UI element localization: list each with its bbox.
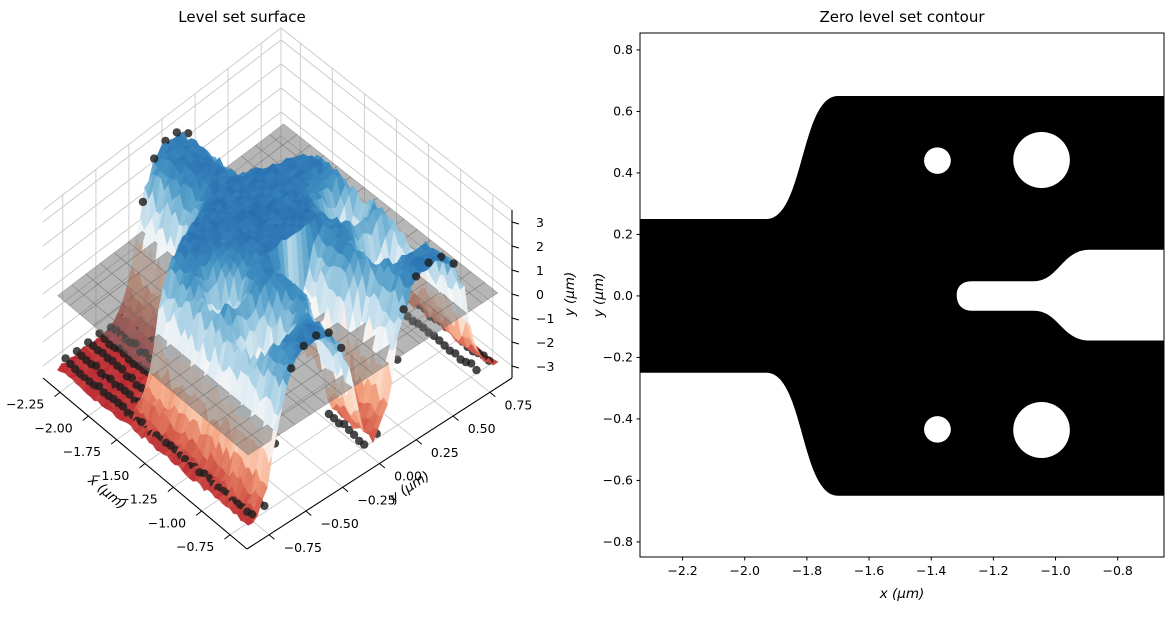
contour-holes <box>924 132 1070 458</box>
z-tick-label: 0 <box>536 287 544 302</box>
x-tick-label: −1.8 <box>792 563 822 578</box>
x-tick-label: −0.75 <box>176 539 214 554</box>
y-axis-label: y (μm) <box>591 273 607 319</box>
y-tick-label: −0.4 <box>603 411 633 426</box>
x-tick-label: −1.25 <box>119 492 157 507</box>
y-tick-label: 0.00 <box>394 469 422 484</box>
contour-fill <box>640 96 1164 496</box>
y-tick-label: −0.75 <box>284 540 322 555</box>
z-tick-label: −1 <box>536 311 554 326</box>
y-tick-label: 0.0 <box>613 288 633 303</box>
z-tick-label: −2 <box>536 335 554 350</box>
y-tick-label: 0.4 <box>613 165 633 180</box>
z-axis-label: y (μm) <box>562 272 578 318</box>
hole <box>924 147 951 174</box>
x-tick-label: −2.00 <box>34 420 72 435</box>
hole <box>1013 401 1070 458</box>
x-axis-ticks: −2.2 −2.0 −1.8 −1.6 −1.4 −1.2 −1.0 −0.8 <box>667 557 1133 578</box>
x-tick-label: −2.0 <box>730 563 760 578</box>
tick-marks-and-labels: −2.25 −2.00 −1.75 −1.50 −1.25 −1.00 −0.75 −0.75… <box>6 215 554 555</box>
x-tick-label: −1.2 <box>978 563 1008 578</box>
z-tick-label: 2 <box>536 239 544 254</box>
x-tick-label: −0.8 <box>1103 563 1133 578</box>
surface-plot-title: Level set surface <box>178 8 306 26</box>
x-tick-label: −1.6 <box>854 563 884 578</box>
contour-plot-title: Zero level set contour <box>819 8 985 26</box>
hole <box>924 416 951 443</box>
x-tick-label: −1.4 <box>916 563 946 578</box>
x-tick-label: −2.2 <box>667 563 697 578</box>
y-tick-label: 0.75 <box>505 397 533 412</box>
zero-contour-plot: −2.2 −2.0 −1.8 −1.6 −1.4 −1.2 −1.0 −0.8 −0.8 −0.6… <box>591 32 1165 602</box>
surface-3d-plot: −2.25 −2.00 −1.75 −1.50 −1.25 −1.00 −0.75 −0.75… <box>6 27 578 555</box>
y-tick-label: −0.2 <box>603 350 633 365</box>
hole <box>1013 132 1070 189</box>
x-tick-label: −2.25 <box>6 397 44 412</box>
y-tick-label: −0.8 <box>603 534 633 549</box>
y-tick-label: −0.25 <box>357 492 395 507</box>
x-tick-label: −1.75 <box>63 444 101 459</box>
z-tick-label: −3 <box>536 359 554 374</box>
y-tick-label: 0.25 <box>431 445 459 460</box>
z-tick-label: 1 <box>536 263 544 278</box>
x-axis-label: x (μm) <box>879 586 925 602</box>
y-axis-ticks: −0.8 −0.6 −0.4 −0.2 0.0 0.2 0.4 0.6 0.8 <box>603 42 640 549</box>
y-tick-label: 0.8 <box>613 42 633 57</box>
y-tick-label: −0.6 <box>603 473 633 488</box>
axes-frame <box>639 32 1165 558</box>
y-tick-label: 0.50 <box>468 421 496 436</box>
x-tick-label: −1.0 <box>1040 563 1070 578</box>
y-tick-label: 0.2 <box>613 227 633 242</box>
x-tick-label: −1.00 <box>148 515 186 530</box>
y-tick-label: 0.6 <box>613 104 633 119</box>
y-tick-label: −0.50 <box>321 516 359 531</box>
x-tick-label: −1.50 <box>91 468 129 483</box>
surface-mesh-and-scatter <box>57 123 499 526</box>
z-tick-label: 3 <box>536 215 544 230</box>
